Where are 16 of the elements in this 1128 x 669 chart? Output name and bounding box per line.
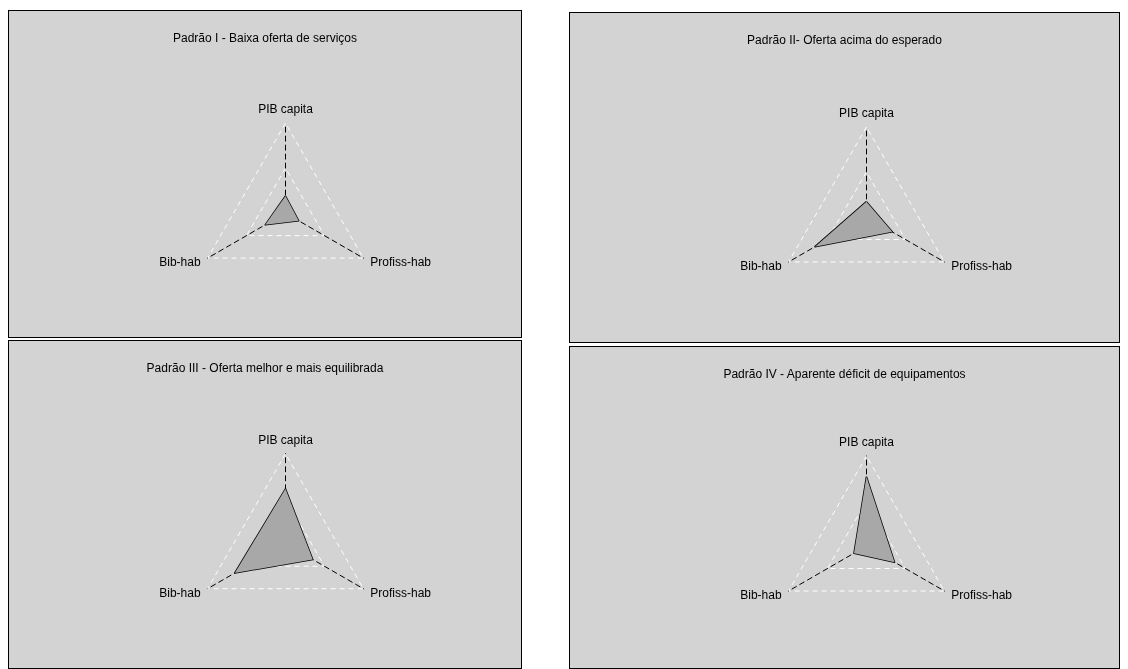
spoke-label: Bib-hab (740, 588, 782, 603)
chart-title: Padrão IV - Aparente déficit de equipamentos (723, 367, 966, 381)
spoke-label: Profiss-hab (370, 585, 432, 600)
spoke-label: Profiss-hab (951, 588, 1013, 603)
spoke-label: PIB capita (839, 105, 895, 120)
spoke-label: Profiss-hab (370, 255, 432, 270)
spoke-label: PIB capita (258, 102, 314, 117)
spoke-label: Profiss-hab (951, 258, 1013, 273)
chart-title: Padrão II- Oferta acima do esperado (747, 33, 943, 47)
spoke-label: Bib-hab (159, 255, 201, 270)
chart-title: Padrão III - Oferta melhor e mais equilibrada (146, 361, 384, 375)
spoke-label: Bib-hab (740, 258, 782, 273)
spoke-label: Bib-hab (159, 585, 201, 600)
spoke-label: PIB capita (258, 432, 314, 447)
spoke-label: PIB capita (839, 435, 895, 450)
chart-title: Padrão I - Baixa oferta de serviços (172, 31, 358, 45)
